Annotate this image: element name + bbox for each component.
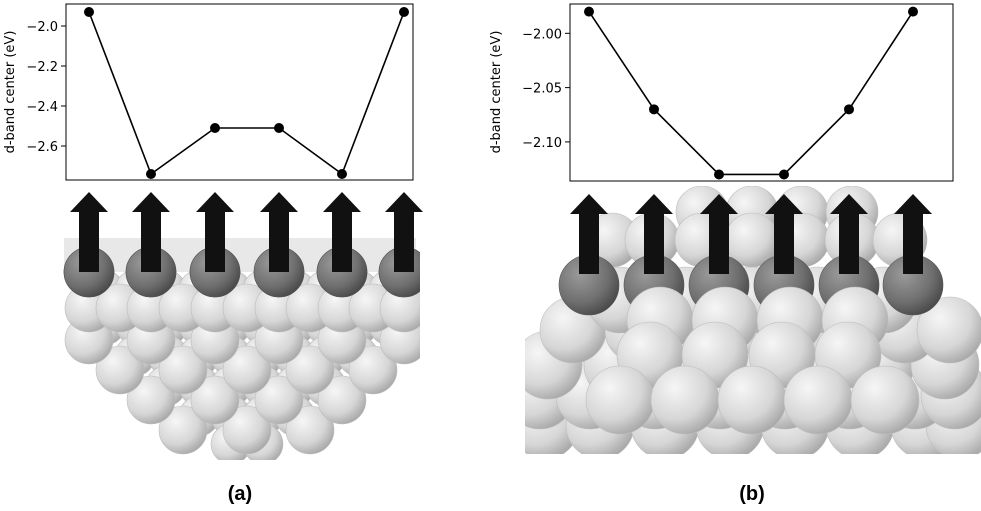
- ytick-label: −2.05: [522, 82, 562, 97]
- slab-a-illustration: [63, 238, 420, 460]
- data-point: [908, 6, 918, 17]
- ytick-label: −2.0: [26, 20, 58, 35]
- arrow-icon: [700, 194, 738, 274]
- bulk-atom: [585, 365, 655, 435]
- bulk-atom: [717, 365, 787, 435]
- chart-a-frame: [65, 3, 414, 181]
- arrow-icon: [70, 192, 108, 272]
- ytick-label: −2.4: [26, 100, 58, 115]
- panel-label-a: (a): [228, 483, 252, 505]
- arrow-icon: [765, 194, 803, 274]
- bulk-atom: [158, 405, 208, 455]
- ytick-label: −2.2: [26, 60, 58, 75]
- chart-a: d-band center (eV) −2.0 −2.2 −2.4 −2.6: [3, 3, 414, 181]
- bulk-atom: [916, 296, 981, 364]
- data-point: [84, 7, 94, 17]
- ytick-label: −2.00: [522, 27, 562, 42]
- bulk-atom: [317, 375, 367, 425]
- data-point: [274, 123, 284, 133]
- arrow-icon: [894, 194, 932, 274]
- data-point: [714, 169, 724, 180]
- arrow-icon: [830, 194, 868, 274]
- arrow-icon: [323, 192, 361, 272]
- bulk-atom: [650, 365, 720, 435]
- panel-label-b: (b): [739, 483, 765, 505]
- arrow-icon: [260, 192, 298, 272]
- bulk-atom: [285, 405, 335, 455]
- bulk-atom: [158, 345, 208, 395]
- chart-b-ylabel: d-band center (eV): [489, 31, 504, 154]
- data-point: [337, 169, 347, 179]
- data-point: [844, 104, 854, 115]
- bulk-atom: [348, 345, 398, 395]
- chart-b: d-band center (eV) −2.00 −2.05 −2.10: [489, 3, 954, 182]
- data-point: [146, 169, 156, 179]
- bulk-atom: [222, 405, 272, 455]
- bulk-atom: [190, 375, 240, 425]
- series-line: [588, 11, 914, 176]
- arrow-icon: [132, 192, 170, 272]
- arrows-b: [570, 194, 932, 274]
- arrow-icon: [635, 194, 673, 274]
- data-point: [649, 104, 659, 115]
- series-line: [88, 11, 405, 176]
- ytick-label: −2.10: [522, 136, 562, 151]
- data-point: [779, 169, 789, 180]
- ytick-label: −2.6: [26, 140, 58, 155]
- data-point: [210, 123, 220, 133]
- arrows-a: [70, 192, 423, 272]
- arrow-icon: [570, 194, 608, 274]
- bulk-atom: [254, 375, 304, 425]
- bulk-atom: [783, 365, 853, 435]
- data-point: [584, 6, 594, 17]
- chart-a-ylabel: d-band center (eV): [3, 31, 18, 154]
- bulk-atom: [95, 345, 145, 395]
- bulk-atom: [126, 375, 176, 425]
- arrow-icon: [385, 192, 423, 272]
- bulk-atom: [850, 365, 920, 435]
- chart-b-frame: [569, 3, 954, 182]
- data-point: [399, 7, 409, 17]
- arrow-icon: [196, 192, 234, 272]
- bulk-atom: [222, 345, 272, 395]
- bulk-atom: [285, 345, 335, 395]
